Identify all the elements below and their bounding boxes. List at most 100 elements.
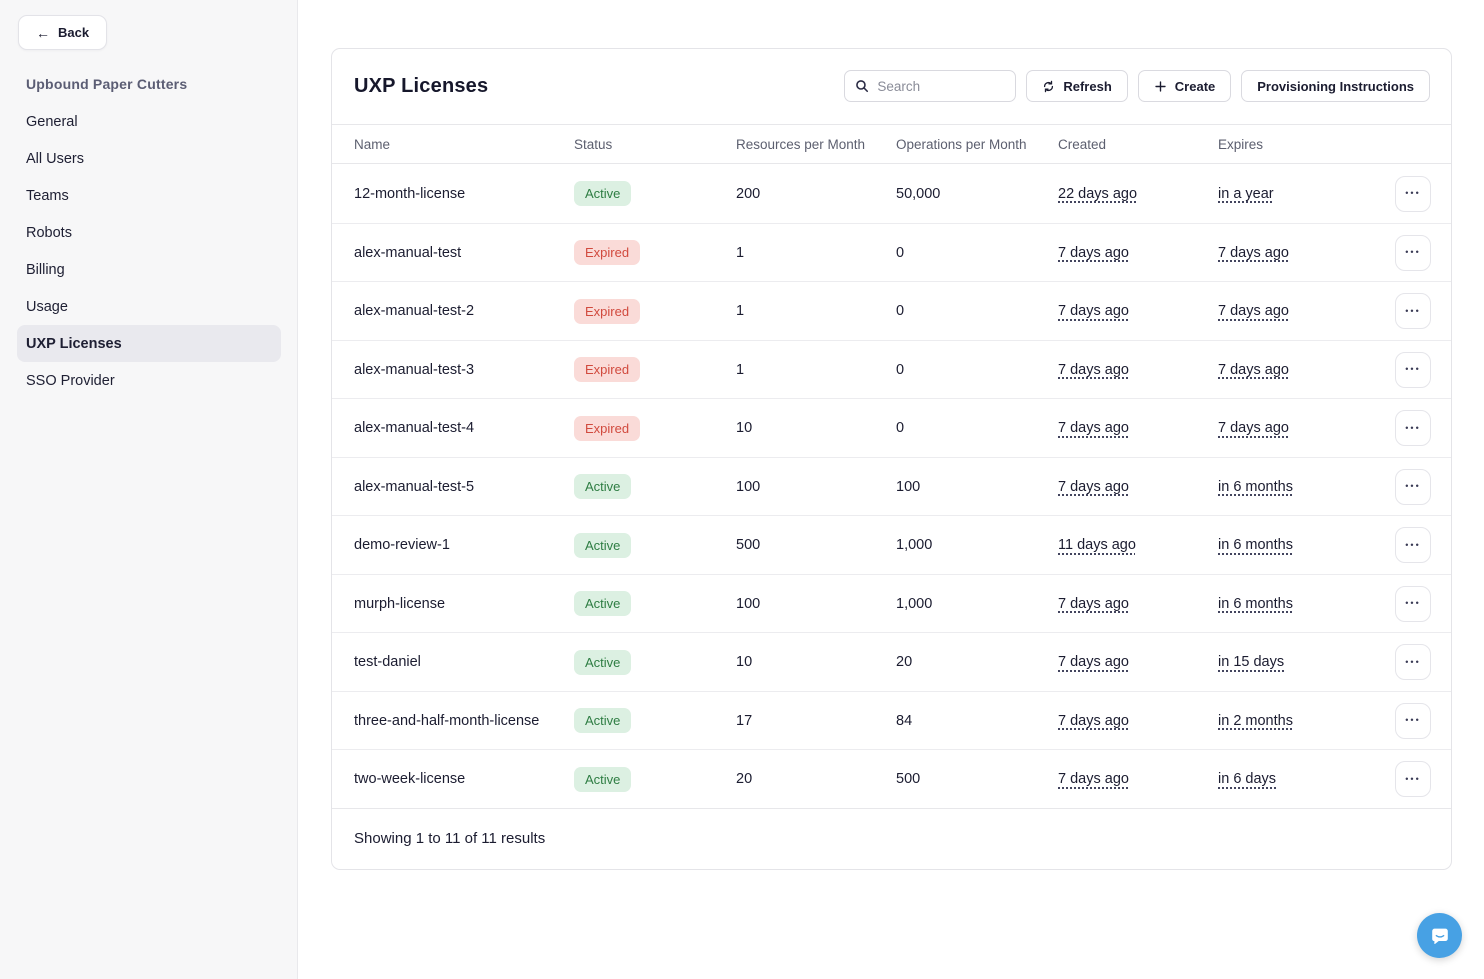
sidebar-item-teams[interactable]: Teams: [26, 187, 69, 204]
column-header-created: Created: [1058, 136, 1107, 152]
column-header-expires: Expires: [1218, 136, 1264, 152]
license-name: murph-license: [354, 595, 446, 612]
sidebar-item-uxp-licenses[interactable]: UXP Licenses: [17, 325, 281, 362]
row-actions-button[interactable]: •••: [1395, 175, 1431, 212]
column-header-operations: Operations per Month: [896, 136, 1027, 152]
resources-per-month: 100: [736, 595, 761, 612]
sidebar-item-sso-provider[interactable]: SSO Provider: [26, 372, 115, 389]
row-actions-button[interactable]: •••: [1395, 293, 1431, 330]
expires-at: in 6 months: [1218, 595, 1293, 612]
table-row: two-week-license Active 20 500 7 days ag…: [332, 749, 1451, 808]
row-actions-button[interactable]: •••: [1395, 410, 1431, 447]
expires-at: in 6 months: [1218, 537, 1293, 554]
provisioning-instructions-button[interactable]: Provisioning Instructions: [1241, 70, 1430, 103]
license-name: alex-manual-test-5: [354, 478, 475, 495]
chat-widget-button[interactable]: [1417, 913, 1462, 958]
sidebar-item-usage[interactable]: Usage: [26, 298, 68, 315]
table-row: demo-review-1 Active 500 1,000 11 days a…: [332, 515, 1451, 574]
operations-per-month: 1,000: [896, 595, 933, 612]
create-button-label: Create: [1174, 78, 1216, 94]
created-at: 7 days ago: [1058, 420, 1129, 437]
license-name: 12-month-license: [354, 185, 466, 202]
ellipsis-icon: •••: [1405, 598, 1421, 609]
operations-per-month: 50,000: [896, 185, 941, 202]
operations-per-month: 0: [896, 303, 905, 320]
license-name: alex-manual-test-4: [354, 420, 475, 437]
chat-bubble-icon: [1431, 928, 1448, 944]
expires-at: 7 days ago: [1218, 244, 1289, 261]
column-header-status: Status: [574, 136, 613, 152]
plus-icon: [1155, 81, 1166, 92]
sidebar-item-robots[interactable]: Robots: [26, 224, 72, 241]
sidebar-item-all-users[interactable]: All Users: [26, 150, 85, 167]
created-at: 7 days ago: [1058, 478, 1129, 495]
resources-per-month: 1: [736, 361, 745, 378]
ellipsis-icon: •••: [1405, 364, 1421, 375]
license-name: alex-manual-test-3: [354, 361, 475, 378]
license-name: three-and-half-month-license: [354, 712, 540, 729]
table-row: 12-month-license Active 200 50,000 22 da…: [332, 164, 1451, 223]
operations-per-month: 0: [896, 361, 905, 378]
resources-per-month: 20: [736, 771, 753, 788]
status-badge: Active: [574, 708, 632, 734]
licenses-card: UXP Licenses: [331, 48, 1452, 870]
resources-per-month: 200: [736, 185, 761, 202]
main-content: UXP Licenses: [298, 0, 1484, 979]
table-row: alex-manual-test-4 Expired 10 0 7 days a…: [332, 398, 1451, 457]
row-actions-button[interactable]: •••: [1395, 468, 1431, 505]
ellipsis-icon: •••: [1405, 715, 1421, 726]
expires-at: 7 days ago: [1218, 303, 1289, 320]
table-row: alex-manual-test Expired 1 0 7 days ago …: [332, 222, 1451, 282]
status-badge: Active: [574, 181, 632, 207]
created-at: 7 days ago: [1058, 303, 1129, 320]
row-actions-button[interactable]: •••: [1395, 644, 1431, 681]
status-badge: Active: [574, 474, 632, 500]
created-at: 7 days ago: [1058, 771, 1129, 788]
status-badge: Expired: [574, 298, 641, 324]
refresh-icon: [1044, 80, 1054, 93]
expires-at: 7 days ago: [1218, 361, 1289, 378]
created-at: 7 days ago: [1058, 654, 1129, 671]
search-box[interactable]: [844, 70, 1017, 103]
ellipsis-icon: •••: [1405, 247, 1421, 258]
row-actions-button[interactable]: •••: [1395, 761, 1431, 798]
created-at: 11 days ago: [1058, 537, 1136, 554]
created-at: 22 days ago: [1058, 185, 1138, 202]
ellipsis-icon: •••: [1405, 188, 1421, 199]
back-button[interactable]: ← Back: [18, 15, 108, 50]
table-row: three-and-half-month-license Active 17 8…: [332, 690, 1451, 750]
ellipsis-icon: •••: [1405, 305, 1421, 316]
table-row: test-daniel Active 10 20 7 days ago in 1…: [332, 632, 1451, 691]
search-input[interactable]: [877, 78, 1006, 94]
row-actions-button[interactable]: •••: [1395, 351, 1431, 388]
org-title: Upbound Paper Cutters: [26, 76, 188, 92]
page-title: UXP Licenses: [354, 74, 489, 97]
operations-per-month: 0: [896, 420, 905, 437]
ellipsis-icon: •••: [1405, 422, 1421, 433]
status-badge: Active: [574, 766, 632, 792]
refresh-button[interactable]: Refresh: [1026, 70, 1128, 103]
expires-at: in 6 days: [1218, 771, 1277, 788]
expires-at: in 15 days: [1218, 654, 1285, 671]
ellipsis-icon: •••: [1405, 539, 1421, 550]
ellipsis-icon: •••: [1405, 481, 1421, 492]
sidebar-item-billing[interactable]: Billing: [26, 261, 65, 278]
created-at: 7 days ago: [1058, 595, 1129, 612]
create-button[interactable]: Create: [1137, 70, 1232, 103]
expires-at: 7 days ago: [1218, 420, 1289, 437]
license-name: test-daniel: [354, 654, 421, 671]
ellipsis-icon: •••: [1405, 773, 1421, 784]
row-actions-button[interactable]: •••: [1395, 585, 1431, 622]
status-badge: Expired: [574, 240, 641, 266]
row-actions-button[interactable]: •••: [1395, 234, 1431, 271]
row-actions-button[interactable]: •••: [1395, 702, 1431, 739]
created-at: 7 days ago: [1058, 361, 1129, 378]
table-row: murph-license Active 100 1,000 7 days ag…: [332, 573, 1451, 633]
resources-per-month: 10: [736, 420, 753, 437]
created-at: 7 days ago: [1058, 244, 1129, 261]
row-actions-button[interactable]: •••: [1395, 527, 1431, 564]
license-name: two-week-license: [354, 771, 466, 788]
operations-per-month: 20: [896, 654, 913, 671]
sidebar-item-general[interactable]: General: [26, 113, 78, 130]
